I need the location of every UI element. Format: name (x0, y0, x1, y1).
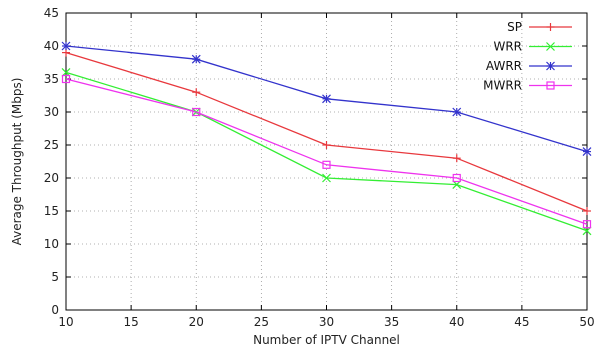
x-axis-title: Number of IPTV Channel (253, 333, 400, 347)
series-awrr (61, 41, 592, 157)
data-point-sp (452, 154, 461, 163)
data-point-mwrr (582, 220, 592, 229)
legend: SP WRR AWRR MWRR (483, 20, 572, 93)
series-layer (61, 41, 592, 236)
series-mwrr (61, 74, 592, 229)
y-tick-label: 15 (44, 204, 59, 218)
series-sp (62, 48, 591, 215)
legend-label-sp: SP (507, 20, 522, 34)
data-point-mwrr (322, 160, 331, 169)
y-tick-label: 10 (44, 237, 59, 251)
x-tick-label: 20 (189, 315, 204, 329)
y-tick-label: 30 (44, 105, 59, 119)
data-point-sp (192, 88, 201, 97)
y-tick-label: 0 (51, 303, 59, 317)
x-tick-label: 50 (579, 315, 594, 329)
x-tick-label: 45 (514, 315, 529, 329)
data-point-sp (583, 207, 591, 215)
x-tick-label: 25 (254, 315, 269, 329)
legend-marker-mwrr (546, 81, 555, 90)
series-line-sp (65, 51, 588, 212)
data-point-awrr (452, 107, 462, 117)
x-tick-label: 10 (58, 315, 73, 329)
y-tick-label: 40 (44, 39, 59, 53)
y-tick-label: 25 (44, 138, 59, 152)
series-line-mwrr (65, 78, 588, 225)
legend-label-mwrr: MWRR (483, 79, 522, 93)
data-point-mwrr (192, 107, 201, 117)
legend-label-wrr: WRR (493, 40, 522, 54)
data-point-sp (322, 141, 331, 149)
data-point-mwrr (61, 74, 71, 84)
x-tick-label: 15 (123, 315, 138, 329)
legend-item-wrr: WRR (493, 40, 572, 54)
y-tick-label: 35 (44, 72, 59, 86)
data-point-mwrr (452, 173, 461, 183)
legend-marker-wrr (546, 42, 555, 51)
data-point-awrr (322, 94, 331, 104)
legend-item-mwrr: MWRR (483, 79, 572, 93)
y-tick-label: 45 (44, 6, 59, 20)
legend-marker-awrr (546, 61, 555, 71)
y-tick-label: 5 (51, 270, 59, 284)
x-tick-label: 35 (384, 315, 399, 329)
y-tick-label: 20 (44, 171, 59, 185)
legend-marker-sp (546, 23, 555, 31)
x-tick-label: 40 (449, 315, 464, 329)
legend-item-sp: SP (507, 20, 572, 34)
legend-label-awrr: AWRR (486, 59, 522, 73)
x-tick-label: 30 (319, 315, 334, 329)
legend-item-awrr: AWRR (486, 59, 572, 73)
data-point-wrr (322, 173, 331, 183)
data-point-awrr (582, 147, 592, 157)
axis-ticks: 10 15 20 25 30 35 40 45 50 0 5 10 15 20 25 30 35 40 45 (44, 6, 595, 329)
y-axis-title: Average Throughput (Mbps) (10, 78, 24, 246)
data-point-awrr (61, 41, 71, 51)
data-point-awrr (191, 54, 201, 64)
